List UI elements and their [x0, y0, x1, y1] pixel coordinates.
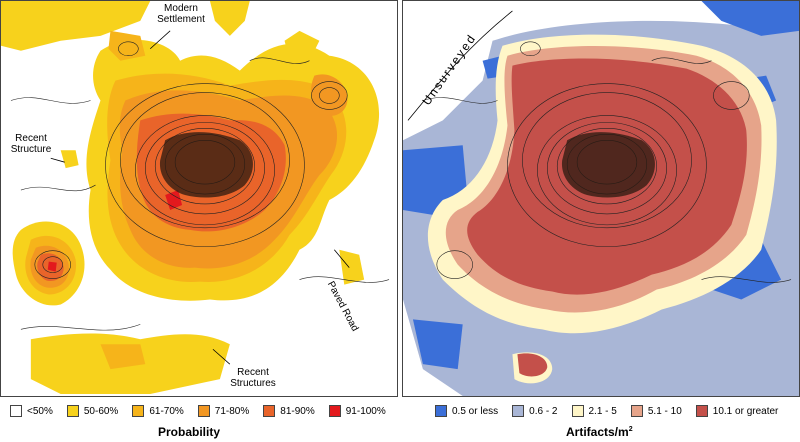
legend-item-71-80: 71-80%	[197, 405, 249, 417]
legend-swatch	[435, 405, 447, 417]
label-modern-settlement: Modern Settlement	[157, 3, 205, 25]
probability-map	[1, 1, 390, 395]
probability-legend-title: Probability	[158, 425, 221, 439]
legend-swatch	[66, 405, 79, 417]
legend-item-91-100: 91-100%	[328, 405, 386, 417]
summit-hatching	[561, 132, 655, 198]
artifact-legend: 0.5 or less 0.6 - 2 2.1 - 5 5.1 - 10 10.…	[435, 401, 792, 421]
label-recent-structures: Recent Structures	[230, 367, 276, 389]
legend-swatch	[10, 405, 22, 417]
legend-item-61-70: 61-70%	[132, 405, 184, 417]
legend-swatch	[695, 405, 708, 417]
label-recent-structure: Recent Structure	[10, 133, 52, 155]
legend-item-lt50: <50%	[10, 405, 53, 417]
artifact-legend-title: Artifacts/m2	[566, 425, 633, 439]
survey-boundary	[407, 10, 513, 121]
legend-swatch	[571, 405, 584, 417]
legend-swatch	[263, 405, 276, 417]
summit-hatching	[159, 132, 253, 198]
legend-swatch	[512, 405, 525, 417]
legend-swatch	[197, 405, 210, 417]
legend-item-0.6-2: 0.6 - 2	[512, 405, 558, 417]
legend-item-50-60: 50-60%	[66, 405, 118, 417]
legend-item-0.5-or-less: 0.5 or less	[435, 405, 498, 417]
probability-map-panel: Modern Settlement Recent Structure Paved…	[0, 0, 398, 397]
legend-swatch	[328, 405, 341, 417]
legend-item-81-90: 81-90%	[263, 405, 315, 417]
legend-swatch	[630, 405, 643, 417]
artifact-density-map-panel: Unsurveyed	[402, 0, 800, 397]
legend-item-2.1-5: 2.1 - 5	[571, 405, 617, 417]
annotation-leaders	[50, 30, 350, 365]
probability-legend: <50% 50-60% 61-70% 71-80% 81-90% 91-100%	[10, 401, 400, 421]
legend-item-5.1-10: 5.1 - 10	[630, 405, 682, 417]
legend-swatch	[132, 405, 145, 417]
contour-lines	[10, 41, 390, 331]
legend-item-10.1-or-greater: 10.1 or greater	[695, 405, 778, 417]
artifact-density-map	[403, 1, 799, 396]
